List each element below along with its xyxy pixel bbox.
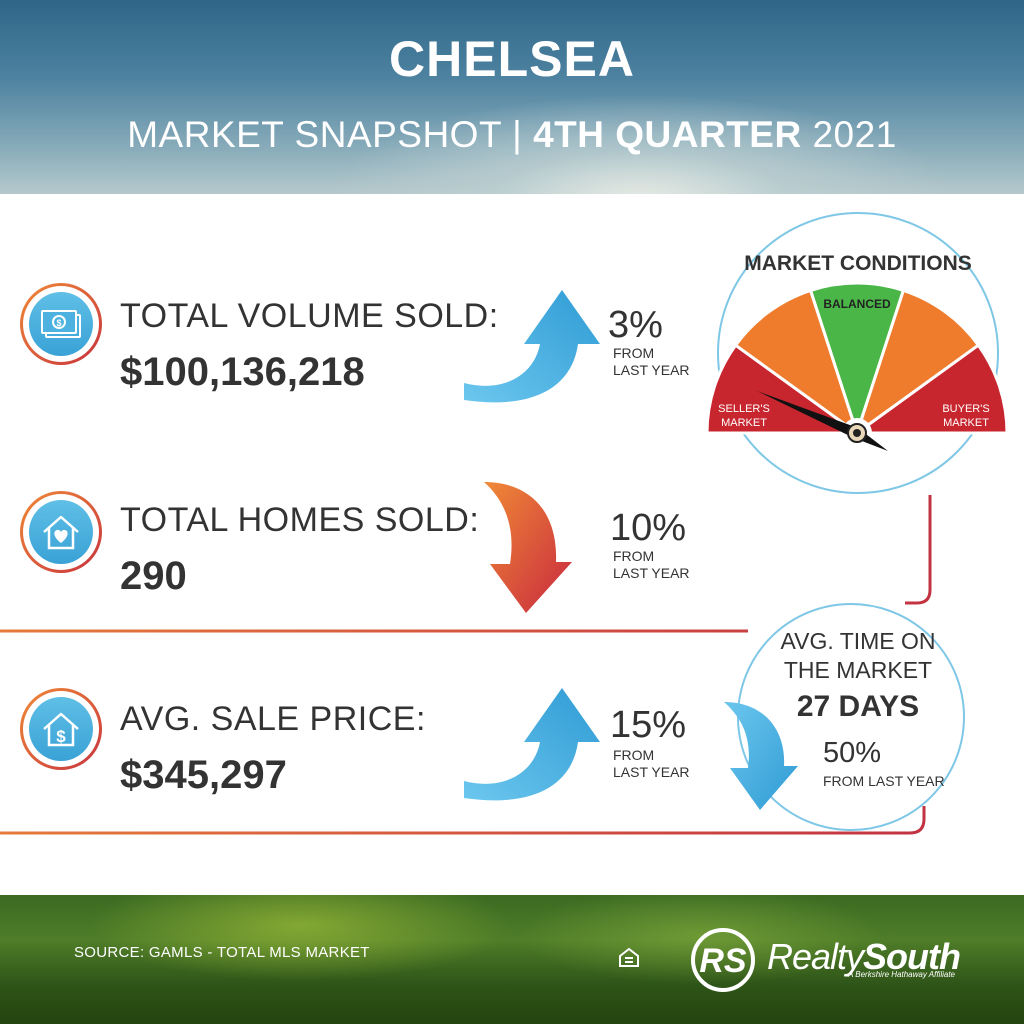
gauge-label-seller-1: SELLER'S (718, 403, 770, 415)
subtitle-year: 2021 (801, 114, 897, 155)
logo-tagline: A Berkshire Hathaway Affiliate (848, 970, 956, 979)
source-note: SOURCE: GAMLS - TOTAL MLS MARKET (74, 944, 370, 961)
change-last-year: LAST YEAR (613, 764, 690, 780)
arrow-down-icon (484, 482, 572, 613)
equal-housing-icon (619, 947, 639, 967)
gauge-seller-segment (705, 343, 862, 435)
change-sub-volume: FROM LAST YEAR (613, 345, 690, 379)
stat-value-price: $345,297 (120, 753, 287, 797)
svg-text:$: $ (56, 727, 66, 746)
logo-mark-text: RS (699, 942, 747, 980)
change-sub-price: FROM LAST YEAR (613, 747, 690, 781)
change-from: FROM (613, 345, 655, 361)
stat-label-volume: TOTAL VOLUME SOLD: (120, 297, 499, 335)
arrow-up-icon (464, 688, 600, 801)
gauge-label-buyer-1: BUYER'S (942, 403, 989, 415)
change-from: FROM (613, 548, 655, 564)
gauge-orange-left-segment (733, 288, 860, 437)
price-icon-badge: $ (20, 688, 102, 770)
report-subtitle: MARKET SNAPSHOT | 4TH QUARTER 2021 (0, 114, 1024, 156)
cash-icon: $ (41, 310, 81, 338)
time-on-market-days: 27 DAYS (796, 690, 920, 723)
divider-line-3 (0, 806, 926, 835)
time-on-market-change: 50% (823, 737, 882, 769)
time-on-market-label-1: AVG. TIME ON (780, 628, 936, 654)
change-from: FROM (613, 747, 655, 763)
time-on-market-panel (737, 603, 965, 831)
gauge-label-balanced: BALANCED (823, 297, 891, 311)
change-pct-price: 15% (610, 704, 687, 746)
arrow-down-icon (724, 702, 798, 810)
volume-icon-badge: $ (20, 283, 102, 365)
change-last-year: LAST YEAR (613, 362, 690, 378)
realtysouth-logo-mark: RS (691, 928, 755, 992)
city-title: CHELSEA (389, 31, 635, 87)
homes-icon-badge (20, 491, 102, 573)
footer-banner (0, 895, 1024, 1024)
time-on-market-label-2: THE MARKET (783, 657, 933, 683)
subtitle-text: MARKET SNAPSHOT | (127, 114, 534, 155)
gauge-buyer-segment (852, 343, 1009, 435)
logo-south: South (863, 936, 961, 977)
realtysouth-logo-text: RealtySouth (767, 936, 961, 978)
market-gauge: BALANCED SELLER'S MARKET BUYER'S MARKET (705, 281, 1009, 451)
svg-text:$: $ (56, 318, 61, 328)
gauge-label-seller-2: MARKET (721, 417, 767, 429)
gauge-orange-right-segment (854, 288, 981, 437)
logo-realty: Realty (767, 936, 864, 977)
change-sub-homes: FROM LAST YEAR (613, 548, 690, 582)
stat-value-homes: 290 (120, 554, 187, 598)
header-banner (0, 0, 1024, 194)
market-conditions-title: MARKET CONDITIONS (744, 252, 972, 275)
divider-line-2 (0, 495, 932, 633)
gauge-balanced-segment (808, 281, 906, 438)
house-heart-icon (43, 515, 79, 550)
change-pct-volume: 3% (608, 304, 663, 346)
gauge-label-buyer-2: MARKET (943, 417, 989, 429)
change-last-year: LAST YEAR (613, 565, 690, 581)
stat-label-price: AVG. SALE PRICE: (120, 700, 426, 738)
stat-value-volume: $100,136,218 (120, 350, 365, 394)
arrow-up-icon (464, 290, 600, 403)
change-pct-homes: 10% (610, 507, 687, 549)
house-dollar-icon: $ (43, 712, 79, 747)
subtitle-quarter: 4TH QUARTER (533, 114, 802, 155)
stat-label-homes: TOTAL HOMES SOLD: (120, 501, 480, 539)
time-on-market-change-sub: FROM LAST YEAR (823, 773, 945, 789)
